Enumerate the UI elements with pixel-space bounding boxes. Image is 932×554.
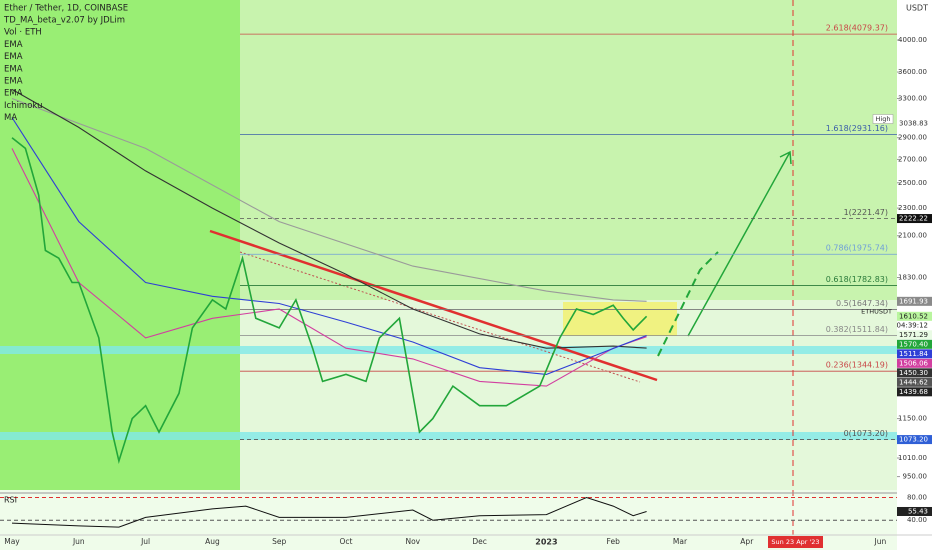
price-axis — [897, 0, 932, 550]
y-tick-label: 1150.00 — [898, 415, 927, 423]
y-tick-label: 2900.00 — [898, 134, 927, 142]
price-tag — [897, 296, 932, 306]
price-tag — [897, 330, 932, 340]
fib-label: 2.618(4079.37) — [826, 24, 888, 33]
x-tick-label: Oct — [340, 537, 353, 546]
price-tag — [897, 377, 932, 387]
consolidation-box — [563, 302, 677, 336]
projection-arrow — [687, 150, 792, 337]
price-tag — [897, 119, 932, 129]
fib-label: 1.618(2931.16) — [826, 124, 888, 133]
y-tick-label: 1010.00 — [898, 454, 927, 462]
y-tick-label: 2300.00 — [898, 204, 927, 212]
price-tag-label: 1450.30 — [899, 369, 928, 377]
fib-label: 0.618(1782.83) — [826, 275, 888, 284]
range-zone — [0, 0, 240, 490]
fib-label: 0.5(1647.34) — [836, 299, 888, 308]
price-tag-label: 1691.93 — [899, 297, 928, 305]
legend-entry: MA — [4, 113, 17, 123]
y-tick-label: 950.00 — [903, 473, 928, 481]
fib-label: 0.236(1344.19) — [826, 361, 888, 370]
price-tag — [897, 368, 932, 378]
price-tag-label: 1073.20 — [899, 436, 928, 444]
support-band — [0, 432, 897, 440]
legend-entry: EMA — [4, 40, 23, 50]
trend-line — [209, 229, 658, 382]
high-tag — [872, 114, 894, 124]
rsi-tick-label: 80.00 — [907, 494, 927, 502]
price-tag-label: 3038.83 — [899, 120, 928, 128]
ma-line — [11, 148, 647, 387]
price-tag — [897, 358, 932, 368]
y-tick-label: 4000.00 — [898, 36, 927, 44]
price-tag-label: 1444.62 — [899, 378, 928, 386]
y-tick-label: 3600.00 — [898, 68, 927, 76]
x-tick-label: Jun — [72, 537, 85, 546]
price-tag — [897, 387, 932, 397]
cursor-date: Sun 23 Apr '23 — [771, 538, 819, 546]
price-tag-label: 1570.40 — [899, 340, 928, 348]
rsi-line — [11, 496, 647, 528]
fib-label: 0.786(1975.74) — [826, 244, 888, 253]
legend-entry: Vol · ETH — [4, 28, 42, 38]
chart-title: Ether / Tether, 1D, COINBASE — [4, 4, 128, 14]
x-tick-label: Sep — [272, 537, 286, 546]
legend-entry: EMA — [4, 64, 23, 74]
price-tag-label: 1610.52 — [899, 312, 928, 320]
x-tick-label: Dec — [472, 537, 487, 546]
support-band — [0, 346, 897, 354]
cursor-date-tag — [768, 536, 823, 548]
rsi-value-tag — [897, 506, 932, 516]
ma-line — [11, 88, 647, 349]
currency-label: USDT — [906, 4, 928, 13]
price-tag — [897, 435, 932, 445]
rsi-label: RSI — [4, 496, 17, 505]
y-tick-label: 2100.00 — [898, 232, 927, 240]
high-label: High — [876, 115, 891, 123]
price-tag — [897, 349, 932, 359]
price-tag-label: 1571.29 — [899, 331, 928, 339]
rsi-tick-label: 40.00 — [907, 516, 927, 524]
price-tag-label: 2222.22 — [899, 215, 928, 223]
x-tick-label: Jul — [140, 537, 150, 546]
legend-entry: Ichimoku — [4, 101, 42, 111]
price-tag-label: 1511.84 — [899, 350, 928, 358]
x-tick-label: Jun — [874, 537, 887, 546]
legend-entry: EMA — [4, 89, 23, 99]
x-tick-label: Apr — [740, 537, 754, 546]
legend-entry: EMA — [4, 77, 23, 87]
x-tick-label: May — [4, 537, 20, 546]
fib-label: 0(1073.20) — [844, 429, 888, 438]
price-tag — [897, 214, 932, 224]
y-tick-label: 3300.00 — [898, 94, 927, 102]
price-line — [11, 137, 648, 465]
y-tick-label: 1830.00 — [898, 274, 927, 282]
fib-label: 0.382(1511.84) — [826, 325, 888, 334]
x-tick-label: 2023 — [535, 538, 557, 547]
x-tick-label: Nov — [405, 537, 420, 546]
fib-zone — [240, 0, 897, 300]
x-tick-label: Feb — [607, 537, 621, 546]
ma-line — [11, 97, 647, 302]
fib-label: 1(2221.47) — [844, 208, 888, 217]
legend-entry: EMA — [4, 52, 23, 62]
projection-arrow — [657, 251, 719, 357]
y-tick-label: 2700.00 — [898, 155, 927, 163]
price-tag — [897, 339, 932, 349]
symbol-label: ETHUSDT — [861, 307, 892, 315]
legend-entry: TD_MA_beta_v2.07 by JDLim — [3, 16, 125, 26]
y-tick-label: 2500.00 — [898, 179, 927, 187]
x-tick-label: Mar — [673, 537, 688, 546]
price-tag-label: 1439.68 — [899, 388, 928, 396]
ma-line — [11, 117, 647, 375]
price-tag — [897, 311, 932, 321]
countdown: 04:39:12 — [897, 321, 928, 329]
rsi-value-label: 55.43 — [908, 507, 928, 515]
x-tick-label: Aug — [205, 537, 220, 546]
price-tag-label: 1506.06 — [899, 359, 928, 367]
